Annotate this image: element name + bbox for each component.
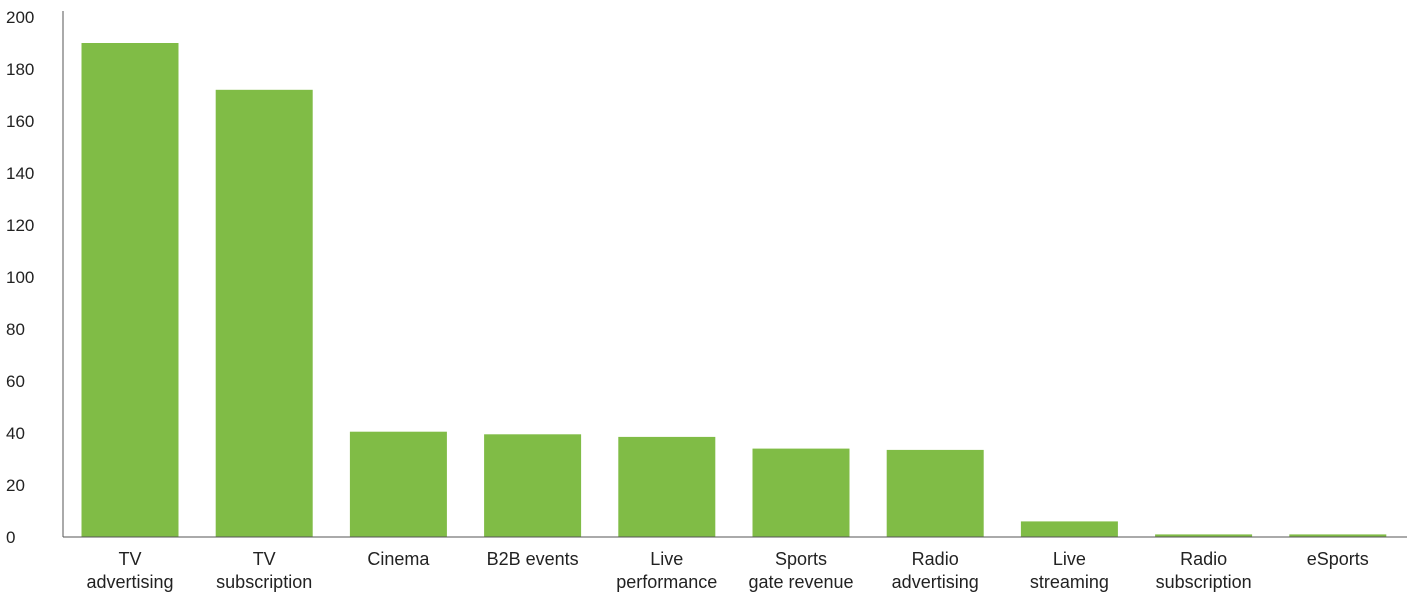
y-tick-label: 100 — [6, 268, 34, 287]
y-tick-label: 180 — [6, 60, 34, 79]
y-tick-label: 80 — [6, 320, 25, 339]
x-axis-labels: TV advertising TV subscription Cinema B2B eve… — [86, 549, 1368, 592]
bar — [753, 449, 850, 537]
bar — [484, 434, 581, 537]
x-category-label: Sports gate revenue — [748, 549, 853, 592]
x-category-label: TV advertising — [86, 549, 173, 592]
x-category-label: B2B events — [487, 549, 579, 569]
bars-layer — [82, 43, 1387, 537]
y-tick-label: 60 — [6, 372, 25, 391]
x-category-label: Cinema — [367, 549, 430, 569]
y-axis-ticks: 0 20 40 60 80 100 120 140 160 180 200 — [6, 8, 34, 547]
bar — [82, 43, 179, 537]
x-category-label: Radio advertising — [892, 549, 979, 592]
x-category-label: eSports — [1307, 549, 1369, 569]
bar — [618, 437, 715, 537]
y-tick-label: 200 — [6, 8, 34, 27]
y-tick-label: 40 — [6, 424, 25, 443]
bar — [887, 450, 984, 537]
y-tick-label: 0 — [6, 528, 15, 547]
y-tick-label: 20 — [6, 476, 25, 495]
bar — [216, 90, 313, 537]
bar — [1021, 521, 1118, 537]
y-tick-label: 160 — [6, 112, 34, 131]
bar — [350, 432, 447, 537]
x-category-label: Live performance — [616, 549, 717, 592]
y-tick-label: 140 — [6, 164, 34, 183]
x-category-label: TV subscription — [216, 549, 312, 592]
y-tick-label: 120 — [6, 216, 34, 235]
x-category-label: Live streaming — [1030, 549, 1109, 592]
x-category-label: Radio subscription — [1156, 549, 1252, 592]
